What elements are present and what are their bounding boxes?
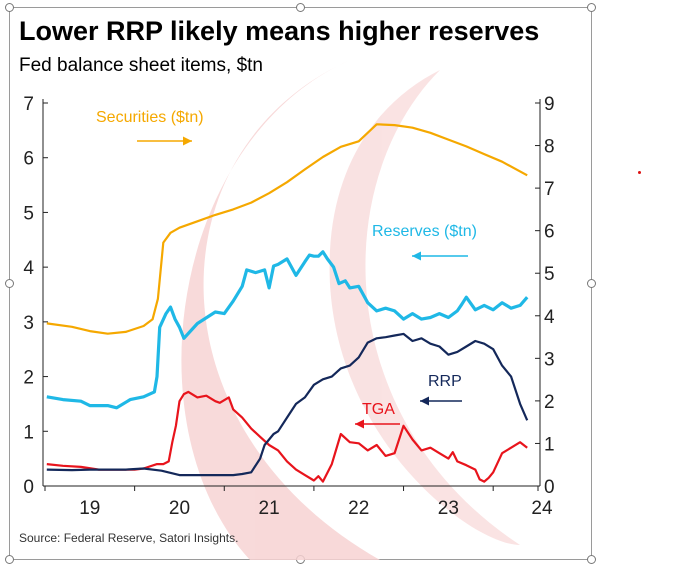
left-axis-tick-label: 4 xyxy=(23,258,34,279)
red-dot-marker xyxy=(638,171,641,174)
left-axis-tick-label: 3 xyxy=(23,313,34,334)
resize-handle-middle-left[interactable] xyxy=(5,279,14,288)
resize-handle-bottom-left[interactable] xyxy=(5,555,14,564)
left-axis-tick-label: 6 xyxy=(23,149,34,170)
series-line-securities xyxy=(46,123,528,335)
right-axis-tick-label: 7 xyxy=(544,179,555,200)
resize-handle-bottom-right[interactable] xyxy=(587,555,596,564)
series-arrow-head xyxy=(183,136,192,146)
series-label-tga: TGA xyxy=(362,401,395,418)
right-axis-tick-label: 3 xyxy=(544,349,555,370)
chart-title: Lower RRP likely means higher reserves xyxy=(19,16,540,46)
left-axis-tick-label: 7 xyxy=(23,94,34,115)
resize-handle-top-right[interactable] xyxy=(587,3,596,12)
x-axis-tick-label: 19 xyxy=(79,498,100,519)
series-arrow-head xyxy=(420,396,429,406)
resize-handle-middle-right[interactable] xyxy=(587,279,596,288)
right-axis-tick-label: 4 xyxy=(544,307,555,328)
series-line-tga xyxy=(46,390,528,483)
x-axis-tick-label: 20 xyxy=(169,498,190,519)
series-arrow-head xyxy=(412,251,421,261)
series-line-rrp xyxy=(46,332,529,477)
satori-watermark-logo xyxy=(181,60,520,560)
left-axis-tick-label: 2 xyxy=(23,368,34,389)
right-axis-tick-label: 8 xyxy=(544,137,555,158)
x-axis-tick-label: 21 xyxy=(259,498,280,519)
right-axis-tick-label: 0 xyxy=(544,477,555,498)
series-label-rrp: RRP xyxy=(428,373,462,390)
x-axis-tick-label: 24 xyxy=(531,498,553,519)
right-axis-tick-label: 9 xyxy=(544,94,555,115)
series-label-securities: Securities ($tn) xyxy=(96,109,204,126)
right-axis-tick-label: 5 xyxy=(544,264,555,285)
annotations: Securities ($tn) Reserves ($tn) RRP TGA xyxy=(96,109,477,429)
left-axis-tick-label: 1 xyxy=(23,422,34,443)
series-arrow-head xyxy=(355,419,364,429)
left-axis-tick-label: 0 xyxy=(23,477,34,498)
right-axis-tick-label: 1 xyxy=(544,434,555,455)
series-label-reserves: Reserves ($tn) xyxy=(372,223,477,240)
series-line-reserves xyxy=(46,250,529,410)
right-axis-tick-label: 2 xyxy=(544,392,555,413)
x-axis-tick-label: 22 xyxy=(348,498,369,519)
x-axis-tick-label: 23 xyxy=(438,498,459,519)
chart-subtitle: Fed balance sheet items, $tn xyxy=(19,55,263,76)
left-axis-tick-label: 5 xyxy=(23,203,34,224)
source-note: Source: Federal Reserve, Satori Insights… xyxy=(19,531,239,545)
resize-handle-top-center[interactable] xyxy=(296,3,305,12)
series-lines xyxy=(46,123,529,483)
right-axis-tick-label: 6 xyxy=(544,222,555,243)
resize-handle-top-left[interactable] xyxy=(5,3,14,12)
